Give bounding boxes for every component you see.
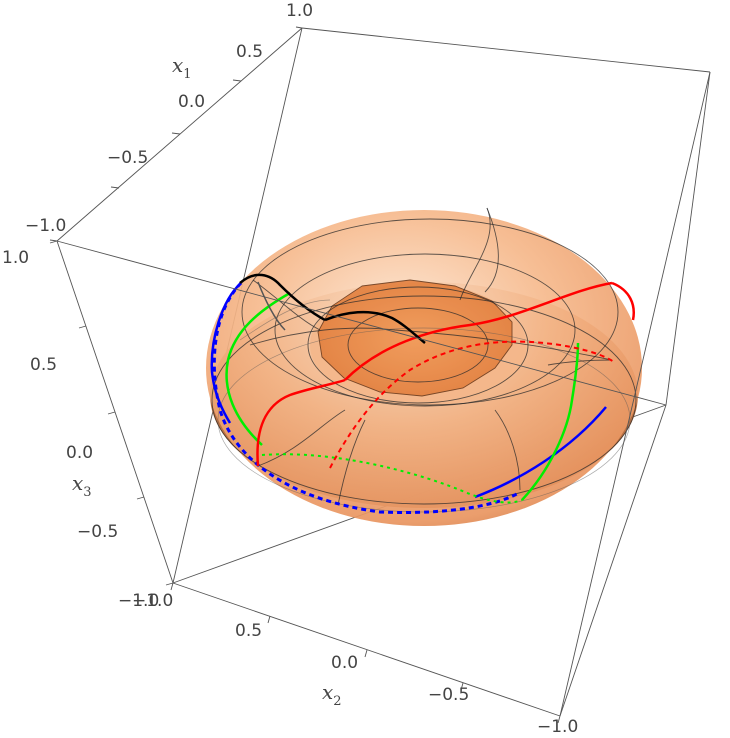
x3-tick-label: −1.0 <box>118 591 159 611</box>
x1-axis: 1.0 0.5 0.0 −0.5 −1.0 x1 <box>25 1 313 236</box>
x2-tick-label: 0.5 <box>235 621 262 641</box>
x3-axis: 1.0 0.5 0.0 −0.5 −1.0 x3 <box>2 248 159 611</box>
tick-marks-x1 <box>49 26 303 242</box>
curve-blue <box>210 281 607 514</box>
x2-tick-label: −0.5 <box>428 685 469 705</box>
torus-surface <box>206 210 642 526</box>
curve-red <box>256 281 635 469</box>
torus-mesh <box>211 207 637 513</box>
x3-axis-label: x3 <box>72 471 92 500</box>
x1-tick-label: 0.5 <box>236 42 263 62</box>
x2-tick-label: 0.0 <box>331 653 358 673</box>
bounding-box-front <box>56 27 711 717</box>
curve-black <box>239 273 426 344</box>
x1-axis-label: x1 <box>172 53 192 82</box>
x2-tick-label: −1.0 <box>537 717 578 737</box>
x3-tick-label: 1.0 <box>2 248 29 268</box>
x2-tick-label: −1.0 <box>132 591 173 611</box>
tick-marks-x3 <box>49 240 174 586</box>
x1-tick-label: 0.0 <box>178 92 205 112</box>
x1-tick-label: −1.0 <box>25 216 66 236</box>
x2-axis-label: x2 <box>322 680 342 709</box>
x2-axis: −1.0 0.5 0.0 −0.5 −1.0 x2 <box>132 591 578 737</box>
x3-tick-label: 0.5 <box>30 355 57 375</box>
x3-tick-label: −0.5 <box>77 522 118 542</box>
x1-tick-label: 1.0 <box>286 1 313 21</box>
curve-green <box>225 291 580 504</box>
tick-marks-x2 <box>170 582 561 724</box>
x1-tick-label: −0.5 <box>107 148 148 168</box>
x3-tick-label: 0.0 <box>66 443 93 463</box>
